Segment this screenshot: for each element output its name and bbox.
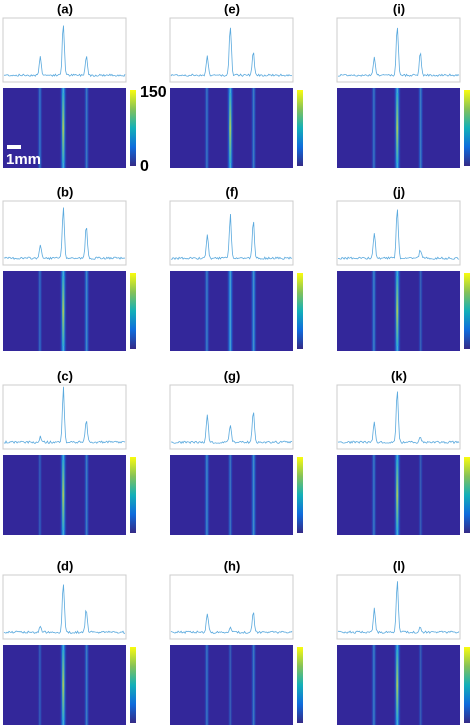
heatmap-core bbox=[396, 93, 399, 163]
colorbar bbox=[464, 273, 470, 349]
scale-bar-label: 1mm bbox=[6, 151, 41, 168]
heatmap-stripe bbox=[417, 88, 424, 168]
panel-label: (h) bbox=[224, 558, 241, 573]
panel-label: (j) bbox=[393, 184, 405, 199]
panel-label: (d) bbox=[57, 558, 74, 573]
panel: (d) bbox=[2, 558, 136, 725]
heatmap-stripe bbox=[203, 645, 210, 725]
heatmap-stripe bbox=[227, 645, 233, 725]
panel: (a) 150 0 1mm bbox=[2, 1, 167, 175]
heatmap-core bbox=[396, 460, 399, 530]
profile-frame bbox=[2, 200, 127, 266]
heatmap-stripe bbox=[226, 271, 235, 351]
panel-label: (a) bbox=[57, 1, 73, 16]
panel-label: (c) bbox=[57, 368, 73, 383]
heatmap-stripe bbox=[37, 455, 43, 535]
panel-label: (k) bbox=[391, 368, 407, 383]
panel: (h) bbox=[169, 558, 303, 725]
panel-label: (f) bbox=[226, 184, 239, 199]
heatmap-stripe bbox=[370, 88, 377, 168]
profile-line bbox=[170, 213, 293, 260]
heatmap-stripe bbox=[417, 271, 424, 351]
heatmap-core bbox=[396, 650, 399, 720]
colorbar bbox=[130, 647, 136, 723]
heatmap-core bbox=[229, 93, 232, 163]
heatmap-stripe bbox=[36, 88, 43, 168]
heatmap-stripe bbox=[83, 271, 91, 351]
panel-label: (l) bbox=[393, 558, 405, 573]
profile-line bbox=[170, 27, 293, 77]
profile-line bbox=[170, 412, 293, 445]
profile-frame bbox=[336, 17, 461, 83]
heatmap-stripe bbox=[250, 455, 258, 535]
colorbar bbox=[464, 457, 470, 533]
colorbar bbox=[130, 273, 136, 349]
heatmap-stripe bbox=[37, 271, 43, 351]
heatmap-stripe bbox=[203, 88, 210, 168]
panel: (e) bbox=[169, 1, 303, 168]
panel-label: (g) bbox=[224, 368, 241, 383]
profile-line bbox=[337, 391, 460, 445]
colorbar bbox=[297, 90, 303, 166]
heatmap-core bbox=[62, 460, 65, 530]
colorbar bbox=[130, 90, 136, 166]
heatmap-stripe bbox=[203, 271, 211, 351]
heatmap-stripe bbox=[83, 645, 90, 725]
panel: (j) bbox=[336, 184, 470, 351]
panel: (c) bbox=[2, 368, 136, 535]
heatmap-stripe bbox=[250, 271, 258, 351]
heatmap-stripe bbox=[370, 455, 377, 535]
heatmap-stripe bbox=[370, 271, 378, 351]
profile-frame bbox=[2, 574, 127, 640]
profile-line bbox=[3, 386, 126, 444]
heatmap-stripe bbox=[37, 645, 43, 725]
heatmap-stripe bbox=[250, 88, 257, 168]
panel: (g) bbox=[169, 368, 303, 535]
panel: (i) bbox=[336, 1, 470, 168]
panel-label: (b) bbox=[57, 184, 74, 199]
colorbar bbox=[464, 647, 470, 723]
heatmap-stripe bbox=[417, 645, 424, 725]
heatmap-stripe bbox=[203, 455, 211, 535]
colorbar bbox=[297, 457, 303, 533]
profile-line bbox=[337, 27, 460, 78]
colorbar-max: 150 bbox=[140, 84, 167, 101]
profile-line bbox=[3, 25, 126, 78]
panel: (b) bbox=[2, 184, 136, 351]
colorbar-min: 0 bbox=[140, 158, 149, 175]
colorbar bbox=[464, 90, 470, 166]
profile-line bbox=[337, 581, 460, 635]
heatmap-core bbox=[62, 93, 65, 163]
heatmap-stripe bbox=[227, 455, 234, 535]
profile-line bbox=[3, 584, 125, 635]
heatmap-stripe bbox=[83, 88, 90, 168]
heatmap-core bbox=[62, 650, 65, 720]
heatmap-stripe bbox=[83, 455, 90, 535]
heatmap-stripe bbox=[370, 645, 378, 725]
panel: (f) bbox=[169, 184, 303, 351]
colorbar bbox=[297, 647, 303, 723]
profile-line bbox=[3, 207, 126, 261]
profile-frame bbox=[169, 384, 294, 450]
heatmap-stripe bbox=[417, 455, 424, 535]
profile-line bbox=[170, 612, 293, 634]
scale-bar bbox=[7, 145, 21, 149]
panel-label: (e) bbox=[224, 1, 240, 16]
profile-line bbox=[337, 209, 460, 260]
colorbar bbox=[297, 273, 303, 349]
panel: (l) bbox=[336, 558, 470, 725]
panel: (k) bbox=[336, 368, 470, 535]
colorbar bbox=[130, 457, 136, 533]
heatmap-core bbox=[62, 276, 65, 346]
heatmap-stripe bbox=[250, 645, 257, 725]
heatmap-core bbox=[396, 276, 399, 346]
panel-label: (i) bbox=[393, 1, 405, 16]
profile-frame bbox=[169, 574, 294, 640]
